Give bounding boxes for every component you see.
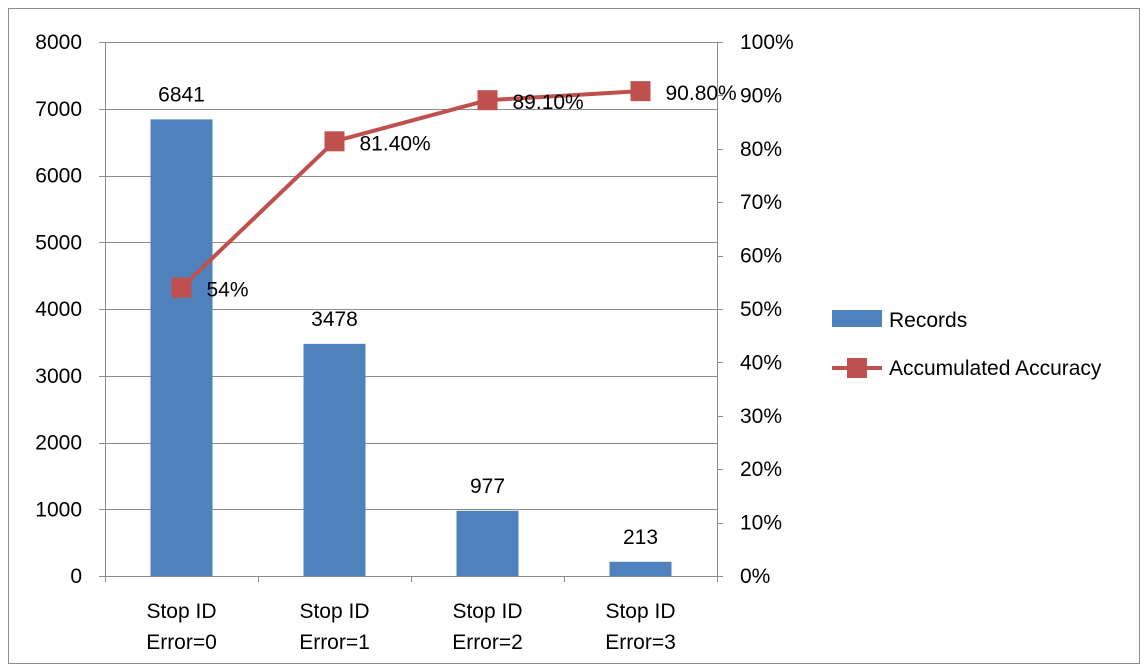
y-left-tick-label: 4000 (35, 298, 82, 321)
y-left-tick-label: 2000 (35, 432, 82, 455)
y-left-tick-label: 0 (70, 565, 82, 588)
accuracy-value-label: 54% (207, 279, 249, 302)
y-right-tick-label: 30% (740, 405, 782, 428)
bar-value-label: 977 (470, 475, 505, 498)
bar-value-label: 6841 (158, 83, 205, 106)
x-tick-label: Stop ID Error=3 (605, 600, 676, 654)
axes: 0 1000 2000 3000 4000 5000 6000 7000 8000 0% 10% 20… (35, 31, 793, 654)
y-left-tick-label: 1000 (35, 498, 82, 521)
x-tick-label: Stop ID Error=0 (146, 600, 217, 654)
legend: Records Accumulated Accuracy (832, 309, 1102, 380)
y-right-tick-label: 20% (740, 458, 782, 481)
bar-3 (456, 510, 519, 576)
x-tick-label: Stop ID Error=1 (299, 600, 370, 654)
bar-2 (303, 343, 366, 576)
legend-label-accuracy: Accumulated Accuracy (889, 357, 1102, 380)
accuracy-marker-1 (171, 277, 192, 298)
y-right-tick-label: 40% (740, 351, 782, 374)
legend-marker-accuracy (847, 358, 867, 378)
y-right-tick-label: 80% (740, 138, 782, 161)
accuracy-marker-3 (477, 90, 498, 111)
y-left-tick-label: 7000 (35, 98, 82, 121)
legend-label-records: Records (889, 309, 967, 332)
data-labels: 6841 3478 977 213 54% 81.40% 89.10% 90.80% (158, 82, 737, 549)
y-left-tick-label: 6000 (35, 165, 82, 188)
y-right-tick-label: 100% (740, 31, 794, 54)
accuracy-marker-2 (324, 131, 345, 152)
accuracy-value-label: 81.40% (360, 132, 431, 155)
y-right-tick-label: 70% (740, 191, 782, 214)
y-right-tick-label: 0% (740, 565, 770, 588)
accuracy-value-label: 89.10% (513, 91, 584, 114)
accuracy-value-label: 90.80% (666, 82, 737, 105)
accuracy-marker-4 (630, 81, 651, 102)
y-left-tick-label: 5000 (35, 231, 82, 254)
legend-swatch-records (832, 310, 882, 327)
bar-value-label: 3478 (311, 308, 358, 331)
y-left-tick-label: 3000 (35, 365, 82, 388)
y-right-tick-label: 10% (740, 512, 782, 535)
bar-series-records (150, 119, 672, 576)
y-left-tick-label: 8000 (35, 31, 82, 54)
bar-1 (150, 119, 213, 576)
y-right-tick-label: 50% (740, 298, 782, 321)
x-tick-label: Stop ID Error=2 (452, 600, 523, 654)
bar-4 (609, 561, 672, 576)
accuracy-line (180, 89, 641, 290)
line-series-accumulated-accuracy (171, 81, 651, 298)
y-right-tick-label: 60% (740, 245, 782, 268)
bar-value-label: 213 (623, 526, 658, 549)
y-right-tick-label: 90% (740, 84, 782, 107)
